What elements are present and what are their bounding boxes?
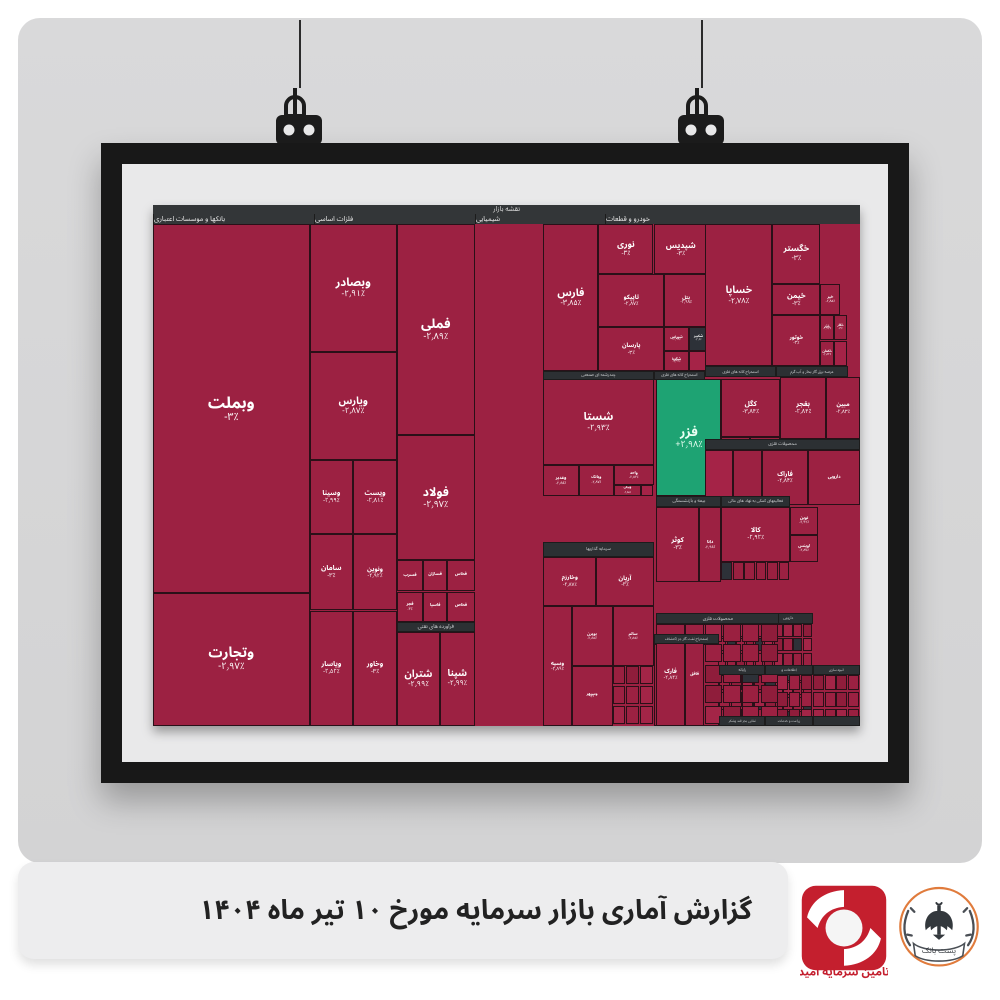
svg-text:تامین سرمایه امید: تامین سرمایه امید xyxy=(800,960,888,979)
svg-text:پست بانک: پست بانک xyxy=(922,942,956,959)
